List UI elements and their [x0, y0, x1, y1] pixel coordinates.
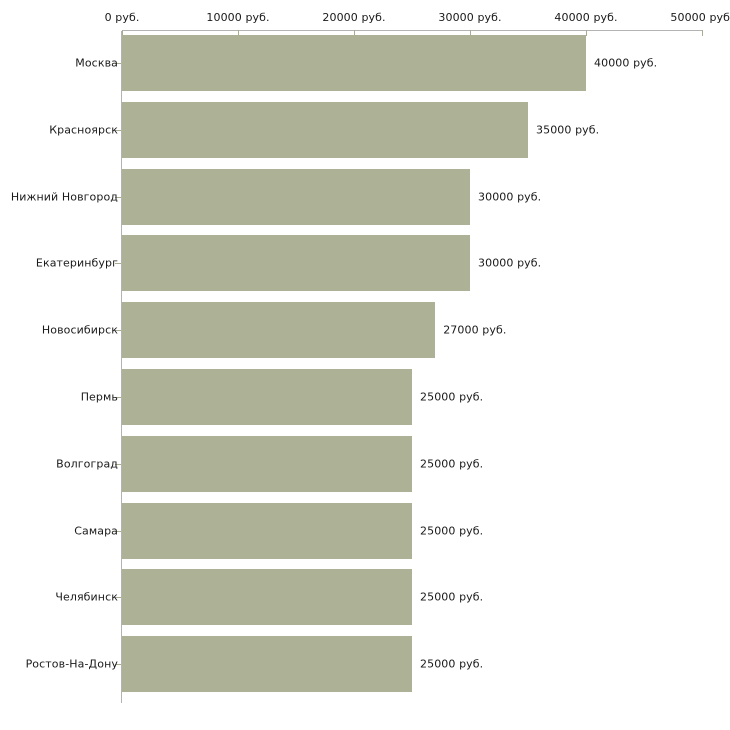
- bar-value-label: 25000 руб.: [420, 457, 484, 471]
- bar-value-label: 25000 руб.: [420, 524, 484, 538]
- bar[interactable]: [122, 168, 470, 225]
- bar-value-label: 40000 руб.: [594, 56, 658, 70]
- y-axis-category-label: Красноярск: [49, 123, 118, 137]
- y-axis-tick: [115, 463, 121, 465]
- y-axis-tick: [115, 397, 121, 398]
- y-axis-tick: [115, 63, 121, 64]
- x-axis-tick-label: 20000 руб.: [322, 11, 386, 24]
- y-axis-category-label: Волгоград: [56, 457, 118, 471]
- x-axis-tick-label: 40000 руб.: [554, 11, 618, 24]
- bar-value-label: 25000 руб.: [420, 590, 484, 604]
- x-axis-line: [122, 30, 702, 31]
- x-axis-tick-label: 30000 руб.: [438, 11, 502, 24]
- y-axis-category-label: Нижний Новгород: [10, 190, 118, 204]
- y-axis-line: [121, 31, 122, 703]
- bar-value-label: 25000 руб.: [420, 390, 484, 404]
- y-axis-category-label: Самара: [74, 524, 118, 538]
- y-axis-category-label: Екатеринбург: [35, 256, 118, 270]
- bar-value-label: 30000 руб.: [478, 190, 542, 204]
- y-axis-category-label: Новосибирск: [41, 323, 118, 337]
- bar-value-label: 25000 руб.: [420, 657, 484, 671]
- y-axis-tick: [115, 129, 121, 131]
- y-axis-tick: [115, 263, 121, 265]
- y-axis-tick: [115, 330, 121, 332]
- x-axis-tick: [122, 30, 123, 36]
- bar[interactable]: [122, 569, 412, 626]
- bar[interactable]: [122, 101, 528, 158]
- y-axis-category-label: Пермь: [80, 390, 118, 404]
- y-axis-category-label: Челябинск: [55, 590, 118, 604]
- bar-value-label: 27000 руб.: [443, 323, 507, 337]
- x-axis-tick: [702, 30, 703, 36]
- bar[interactable]: [122, 235, 470, 292]
- bar-value-label: 35000 руб.: [536, 123, 600, 137]
- x-axis-tick: [470, 30, 471, 36]
- bar[interactable]: [122, 636, 412, 693]
- y-axis-tick: [115, 530, 121, 532]
- y-axis-category-label: Ростов-На-Дону: [25, 657, 118, 671]
- bar[interactable]: [122, 302, 436, 359]
- y-axis-category-label: Москва: [75, 56, 118, 70]
- x-axis-tick-label: 10000 руб.: [206, 11, 270, 24]
- bar[interactable]: [122, 435, 412, 492]
- bar[interactable]: [122, 502, 412, 559]
- x-axis-tick: [238, 30, 239, 36]
- y-axis-tick: [115, 196, 121, 198]
- bar-value-label: 30000 руб.: [478, 256, 542, 270]
- bar[interactable]: [122, 35, 586, 91]
- y-axis-tick: [115, 597, 121, 599]
- x-axis-tick: [586, 30, 587, 36]
- x-axis-tick: [354, 30, 355, 36]
- x-axis-tick-label: 0 руб.: [104, 11, 140, 24]
- bar[interactable]: [122, 369, 412, 425]
- y-axis-tick: [115, 664, 121, 666]
- x-axis-tick-label: 50000 руб.: [670, 11, 730, 24]
